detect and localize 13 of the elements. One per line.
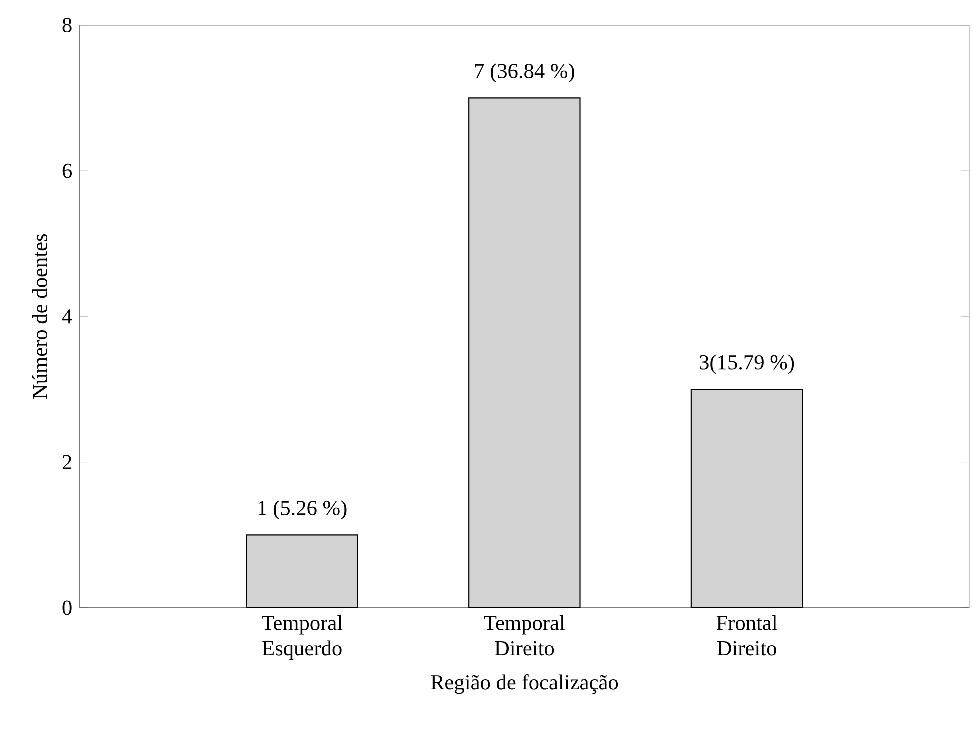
x-tick-label: Frontal Direito (716, 615, 778, 656)
y-tick-label: 8 (62, 18, 72, 33)
data-label: 3(15.79 %) (700, 354, 794, 374)
y-tick-label: 0 (62, 600, 72, 616)
data-label: 7 (36.84 %) (475, 63, 574, 83)
data-label: 1 (5.26 %) (258, 500, 347, 520)
y-tick-label: 4 (62, 310, 72, 324)
x-tick-label: Temporal Direito (484, 615, 565, 656)
x-axis-title: Região de focalização (431, 674, 618, 694)
y-tick-label: 6 (62, 164, 72, 178)
x-tick-label: Temporal Esquerdo (262, 615, 343, 660)
y-tick-label: 2 (62, 455, 72, 470)
y-axis-title: Número de doentes (32, 234, 48, 399)
